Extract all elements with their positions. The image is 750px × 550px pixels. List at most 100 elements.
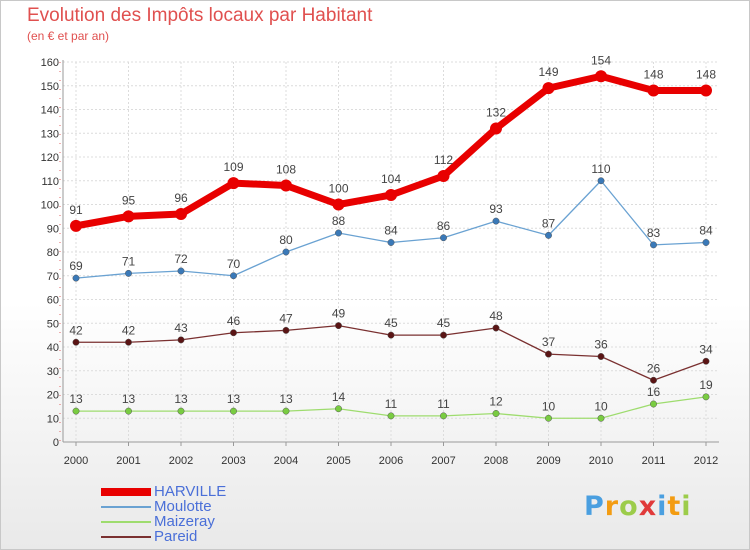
- y-tick-label: 100: [41, 200, 59, 212]
- data-label: 149: [538, 65, 558, 79]
- data-point: [387, 239, 395, 246]
- data-label: 42: [122, 323, 136, 337]
- data-label: 13: [122, 392, 136, 406]
- data-label: 19: [699, 378, 713, 392]
- data-label: 108: [276, 163, 296, 177]
- data-label: 87: [542, 216, 556, 230]
- data-label: 95: [122, 193, 136, 207]
- data-label: 11: [437, 397, 450, 411]
- data-label: 26: [647, 361, 661, 375]
- data-label: 96: [174, 191, 188, 205]
- logo-letter: i: [681, 491, 692, 522]
- legend-label: Pareid: [154, 528, 198, 545]
- data-point: [230, 272, 237, 280]
- data-point: [72, 274, 80, 282]
- x-tick-label: 2000: [64, 455, 88, 467]
- data-point: [125, 407, 132, 415]
- data-label: 45: [437, 316, 451, 330]
- logo-letter: P: [584, 491, 605, 522]
- data-label: 83: [647, 226, 661, 240]
- x-tick-label: 2010: [589, 455, 613, 467]
- data-label: 148: [643, 68, 663, 82]
- y-tick-label: 20: [47, 390, 59, 402]
- data-point: [597, 177, 605, 185]
- y-tick-label: 110: [41, 176, 59, 188]
- data-label: 49: [332, 307, 346, 321]
- data-point: [72, 338, 80, 346]
- data-point: [230, 407, 237, 415]
- data-point: [70, 219, 82, 232]
- data-point: [280, 179, 292, 192]
- data-point: [440, 412, 447, 420]
- data-point: [282, 407, 290, 415]
- data-label: 104: [381, 172, 401, 186]
- data-label: 93: [489, 202, 503, 216]
- x-tick-label: 2012: [694, 455, 718, 467]
- data-label: 48: [489, 309, 503, 323]
- data-label: 11: [385, 397, 398, 411]
- data-point: [335, 405, 342, 413]
- data-point: [385, 189, 397, 201]
- data-point: [440, 331, 447, 339]
- y-tick-label: 10: [47, 413, 59, 425]
- data-label: 148: [696, 68, 716, 82]
- legend-swatch: [101, 488, 151, 496]
- data-label: 14: [332, 390, 346, 404]
- data-label: 88: [332, 214, 346, 228]
- data-label: 13: [174, 392, 188, 406]
- y-tick-label: 130: [41, 128, 59, 140]
- data-label: 70: [227, 257, 241, 271]
- data-point: [177, 407, 185, 415]
- data-point: [650, 400, 657, 408]
- data-label: 69: [69, 259, 83, 273]
- data-label: 12: [489, 395, 503, 409]
- data-label: 13: [227, 392, 241, 406]
- y-tick-label: 40: [47, 342, 59, 354]
- data-point: [440, 234, 447, 242]
- data-point: [282, 326, 290, 334]
- chart-title: Evolution des Impôts locaux par Habitant: [27, 5, 373, 26]
- data-label: 71: [122, 254, 136, 268]
- data-point: [492, 324, 500, 332]
- data-label: 43: [174, 321, 188, 335]
- y-tick-label: 90: [47, 223, 59, 235]
- legend-swatch: [101, 536, 151, 538]
- y-tick-label: 50: [47, 318, 59, 330]
- x-tick-label: 2004: [274, 455, 298, 467]
- data-point: [595, 70, 607, 83]
- data-point: [332, 198, 345, 211]
- data-point: [177, 336, 185, 344]
- data-point: [175, 208, 187, 220]
- legend-swatch: [101, 506, 151, 508]
- data-label: 91: [69, 203, 83, 217]
- data-label: 154: [591, 53, 611, 67]
- data-point: [387, 412, 395, 420]
- data-label: 112: [434, 153, 453, 167]
- data-point: [230, 329, 237, 337]
- data-label: 110: [591, 162, 610, 176]
- data-point: [702, 357, 710, 365]
- data-label: 45: [384, 316, 398, 330]
- x-tick-label: 2006: [379, 455, 403, 467]
- legend-label: Maizeray: [154, 513, 215, 530]
- data-point: [702, 239, 710, 246]
- x-tick-label: 2002: [169, 455, 193, 467]
- logo-letter: t: [667, 491, 682, 522]
- data-label: 132: [486, 106, 506, 120]
- data-label: 84: [384, 224, 398, 238]
- data-label: 84: [699, 224, 713, 238]
- data-label: 36: [594, 338, 608, 352]
- data-point: [282, 248, 290, 256]
- data-point: [492, 410, 500, 417]
- proxiti-logo: Proxiti: [584, 491, 692, 522]
- x-tick-label: 2003: [221, 455, 245, 467]
- data-label: 10: [594, 399, 608, 413]
- y-tick-label: 60: [47, 295, 59, 307]
- y-tick-label: 160: [41, 57, 59, 69]
- data-label: 46: [227, 314, 241, 328]
- data-point: [702, 393, 710, 401]
- data-point: [650, 376, 657, 384]
- x-tick-label: 2008: [484, 455, 508, 467]
